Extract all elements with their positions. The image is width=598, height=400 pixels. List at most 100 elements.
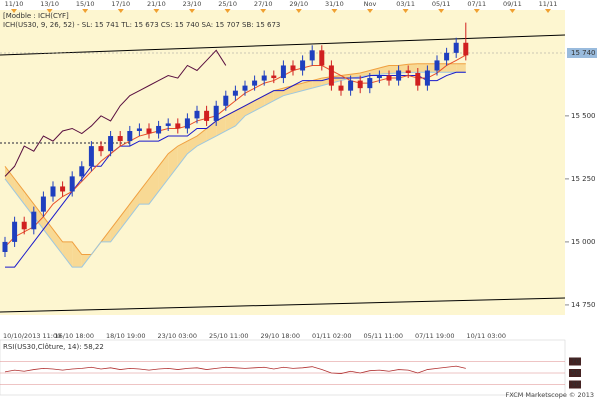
candle-body (357, 80, 363, 89)
rsi-line (4, 365, 466, 374)
time-marker (367, 9, 373, 13)
rsi-title: RSI(US30,Clôture, 14): 58,22 (3, 343, 104, 351)
cloud-segment (302, 80, 313, 91)
cloud-segment (187, 136, 197, 154)
time-marker (189, 9, 195, 13)
top-time-label: 09/11 (503, 0, 522, 8)
candle-body (146, 128, 152, 134)
cloud-segment (110, 216, 121, 242)
tick-badge (569, 357, 581, 366)
candle-body (108, 136, 114, 152)
candle-body (290, 65, 296, 71)
bottom-time-label: 10/10/2013 11:00 (3, 332, 61, 340)
cloud-segment (206, 120, 217, 142)
cloud-segment (168, 146, 178, 179)
top-time-label: 29/10 (289, 0, 308, 8)
y-tick-label: 30 (571, 381, 580, 389)
cloud-segment (235, 105, 245, 126)
candle-body (194, 110, 200, 119)
indicator-line (4, 49, 227, 177)
candle-body (136, 128, 142, 131)
candle-body (98, 146, 104, 152)
top-time-label: 03/11 (396, 0, 415, 8)
cloud-segment (273, 88, 284, 101)
candle-body (204, 110, 210, 121)
top-time-label: 11/11 (539, 0, 558, 8)
bottom-time-label: 25/10 11:00 (209, 332, 249, 340)
cloud-segment (72, 241, 82, 268)
candle-body (434, 60, 440, 71)
candle-body (242, 85, 248, 91)
cloud-segment (62, 241, 73, 268)
cloud-segment (53, 229, 63, 255)
cloud-segment (456, 63, 466, 73)
cloud-segment (129, 191, 140, 217)
y-tick-label: 14 750 (571, 301, 596, 309)
candle-body (348, 80, 354, 91)
candle-body (309, 50, 315, 61)
top-time-label: 17/10 (111, 0, 130, 8)
cloud-segment (177, 141, 188, 167)
top-time-label: 07/11 (467, 0, 486, 8)
candle-body (386, 75, 392, 81)
candle-body (271, 75, 277, 79)
candle-body (21, 221, 27, 230)
candle-body (319, 50, 325, 66)
candle-body (127, 130, 133, 142)
y-tick-label: 50 (571, 369, 580, 377)
candle-body (453, 42, 459, 53)
top-time-label: 27/10 (254, 0, 273, 8)
tick-badge (569, 369, 581, 377)
time-marker (295, 9, 302, 13)
bottom-time-label: 18/10 19:00 (106, 332, 146, 340)
candle-body (252, 80, 258, 86)
cloud-segment (283, 85, 293, 96)
bottom-time-label: 16/10 18:00 (55, 332, 95, 340)
cloud-segment (245, 100, 255, 116)
y-tick-label: 15 250 (571, 175, 596, 183)
time-marker (153, 9, 160, 13)
top-time-label: Nov (364, 0, 377, 8)
bottom-time-label: 23/10 03:00 (158, 332, 198, 340)
top-time-label: 31/10 (325, 0, 344, 8)
candle-body (261, 75, 267, 81)
candle-body (415, 73, 421, 86)
cloud-segment (254, 95, 265, 111)
candle-body (156, 125, 162, 134)
candle-body (165, 123, 171, 126)
cloud-segment (139, 178, 149, 205)
last-price: 15 740 (571, 49, 596, 57)
bottom-time-label: 07/11 19:00 (415, 332, 455, 340)
candle-body (184, 118, 190, 129)
time-marker (82, 9, 89, 13)
price-badge (567, 48, 597, 58)
cloud-segment (33, 204, 44, 230)
candle-body (405, 70, 411, 74)
candle-body (117, 136, 123, 142)
channel-line (0, 34, 566, 56)
time-marker (438, 9, 445, 13)
candle-body (376, 75, 382, 79)
cloud-segment (24, 191, 34, 217)
top-time-label: 23/10 (183, 0, 202, 8)
chart-subtitle: ICH(US30, 9, 26, 52) - SL: 15 741 TL: 15… (3, 21, 280, 29)
candle-body (280, 65, 286, 79)
candle-body (175, 123, 181, 129)
plot-area (0, 10, 565, 315)
bottom-time-label: 29/10 18:00 (261, 332, 301, 340)
candle-body (69, 176, 75, 192)
time-marker (117, 9, 124, 13)
cloud-segment (408, 63, 418, 73)
cloud-segment (197, 128, 207, 147)
top-time-label: 21/10 (147, 0, 166, 8)
cloud-segment (5, 166, 15, 192)
time-marker (473, 9, 480, 13)
candle-body (50, 186, 56, 197)
cloud-segment (120, 204, 130, 230)
candle-body (223, 95, 229, 106)
y-tick-label: 15 000 (571, 238, 596, 246)
time-marker (331, 9, 338, 13)
top-time-label: 11/10 (5, 0, 24, 8)
bottom-time-label: 05/11 11:00 (364, 332, 404, 340)
top-time-label: 05/11 (432, 0, 451, 8)
